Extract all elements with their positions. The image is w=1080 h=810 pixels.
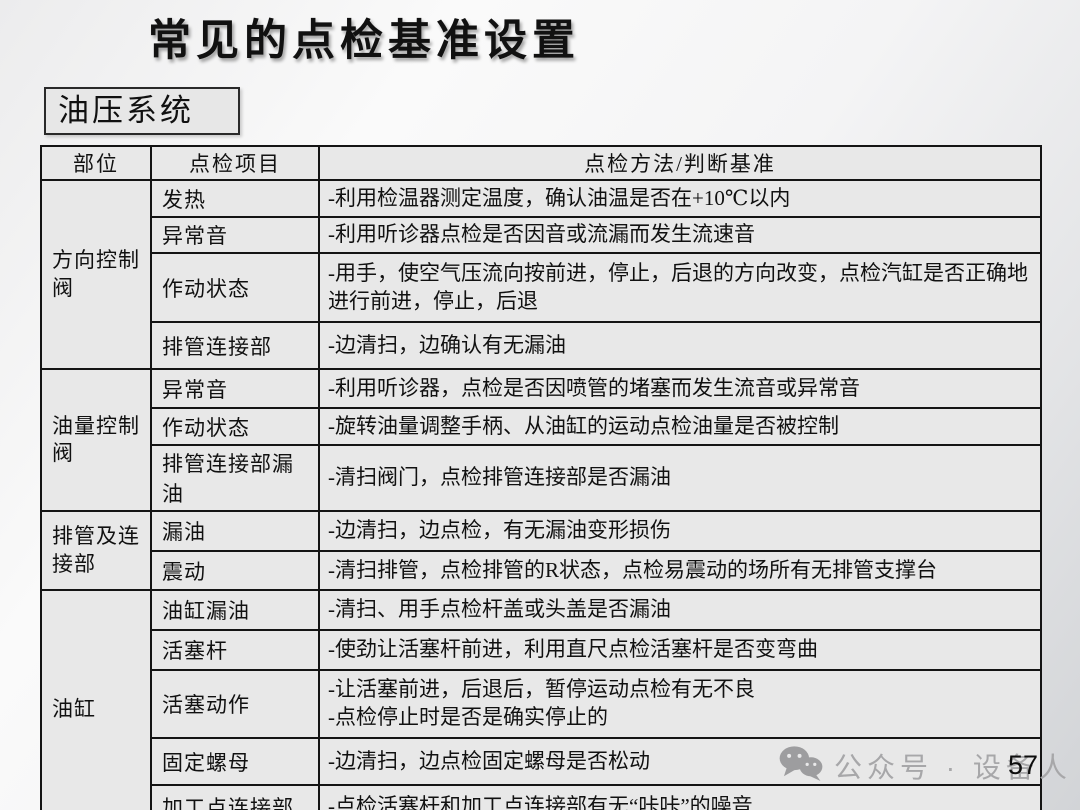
inspection-method-cell: -边清扫，边点检，有无漏油变形损伤 [318,510,1042,552]
table-row: 活塞动作 -让活塞前进，后退后，暂停运动点检有无不良 -点检停止时是否是确实停止的 [41,669,1042,739]
table-row: 活塞杆 -使劲让活塞杆前进，利用直尺点检活塞杆是否变弯曲 [41,629,1042,671]
header-part: 部位 [40,145,152,181]
part-cell: 排管及连接部 [40,510,152,591]
table-header-row: 部位 点检项目 点检方法/判断基准 [40,145,1042,181]
inspection-item-cell: 作动状态 [150,407,320,446]
inspection-method-cell: -清扫阀门，点检排管连接部是否漏油 [318,444,1042,512]
inspection-method-cell: -用手，使空气压流向按前进，停止，后退的方向改变，点检汽缸是否正确地进行前进，停… [318,252,1042,323]
table-row: 油缸 油缸漏油 -清扫、用手点检杆盖或头盖是否漏油 [40,589,1042,810]
table-row: 油量控制阀 异常音 -利用听诊器，点检是否因喷管的堵塞而发生流音或异常音 [40,368,1042,512]
inspection-item-cell: 异常音 [150,216,320,254]
inspection-item-cell: 发热 [150,179,320,218]
section-label: 油压系统 [58,93,194,128]
table-row: 震动 -清扫排管，点检排管的R状态，点检易震动的场所有无排管支撑台 [41,550,1042,591]
part-cell: 方向控制阀 [40,179,152,370]
inspection-item-cell: 异常音 [150,368,320,409]
inspection-method-cell: -使劲让活塞杆前进，利用直尺点检活塞杆是否变弯曲 [318,629,1042,671]
inspection-item-cell: 活塞杆 [150,629,320,671]
inspection-method-cell: -利用检温器测定温度，确认油温是否在+10℃以内 [318,179,1042,218]
part-cell: 油缸 [40,589,152,810]
inspection-method-cell: -让活塞前进，后退后，暂停运动点检有无不良 -点检停止时是否是确实停止的 [318,669,1042,739]
inspection-item-cell: 震动 [150,550,320,591]
inspection-method-cell: -利用听诊器点检是否因音或流漏而发生流速音 [318,216,1042,254]
inspection-item-cell: 漏油 [150,510,320,552]
inspection-item-cell: 加工点连接部 [150,784,320,810]
page-title: 常见的点检基准设置 [148,18,580,65]
inspection-method-cell: -旋转油量调整手柄、从油缸的运动点检油量是否被控制 [318,407,1042,446]
table-row: 作动状态 -用手，使空气压流向按前进，停止，后退的方向改变，点检汽缸是否正确地进行… [41,252,1042,323]
inspection-item-cell: 活塞动作 [150,669,320,739]
table-row: 排管及连接部 漏油 -边清扫，边点检，有无漏油变形损伤 [40,510,1042,591]
inspection-method-cell: -边清扫，边点检固定螺母是否松动 [318,737,1042,786]
inspection-item-cell: 排管连接部 [150,321,320,370]
inspection-method-cell: -清扫排管，点检排管的R状态，点检易震动的场所有无排管支撑台 [318,550,1042,591]
inspection-table: 部位 点检项目 点检方法/判断基准 方向控制阀 发热 -利用检温器测定温度，确认油温… [40,145,1042,810]
inspection-method-cell: -点检活塞杆和加工点连接部有无“咔咔”的噪音 [318,784,1042,810]
watermark: 公众号 · 设备人 [778,744,1072,787]
inspection-method-cell: -利用听诊器，点检是否因喷管的堵塞而发生流音或异常音 [318,368,1042,409]
inspection-item-cell: 作动状态 [150,252,320,323]
table-row: 排管连接部漏油 -清扫阀门，点检排管连接部是否漏油 [41,444,1042,512]
table-row: 作动状态 -旋转油量调整手柄、从油缸的运动点检油量是否被控制 [41,407,1042,446]
inspection-method-cell: -边清扫，边确认有无漏油 [318,321,1042,370]
header-method: 点检方法/判断基准 [318,145,1042,181]
table-row: 方向控制阀 发热 -利用检温器测定温度，确认油温是否在+10℃以内 [40,179,1042,370]
table-row: 异常音 -利用听诊器点检是否因音或流漏而发生流速音 [41,216,1042,254]
wechat-icon [778,744,824,787]
table-row: 固定螺母 -边清扫，边点检固定螺母是否松动 [41,737,1042,786]
header-item: 点检项目 [150,145,320,181]
inspection-item-cell: 排管连接部漏油 [150,444,320,512]
table-row: 加工点连接部 -点检活塞杆和加工点连接部有无“咔咔”的噪音 [41,784,1042,810]
watermark-text: 公众号 · 设备人 [834,751,1072,783]
part-cell: 油量控制阀 [40,368,152,512]
page-number: 57 [1008,750,1039,780]
inspection-item-cell: 油缸漏油 [150,589,320,631]
inspection-item-cell: 固定螺母 [150,737,320,786]
section-label-box: 油压系统 [44,87,240,135]
inspection-method-cell: -清扫、用手点检杆盖或头盖是否漏油 [318,589,1042,631]
table-row: 排管连接部 -边清扫，边确认有无漏油 [41,321,1042,370]
